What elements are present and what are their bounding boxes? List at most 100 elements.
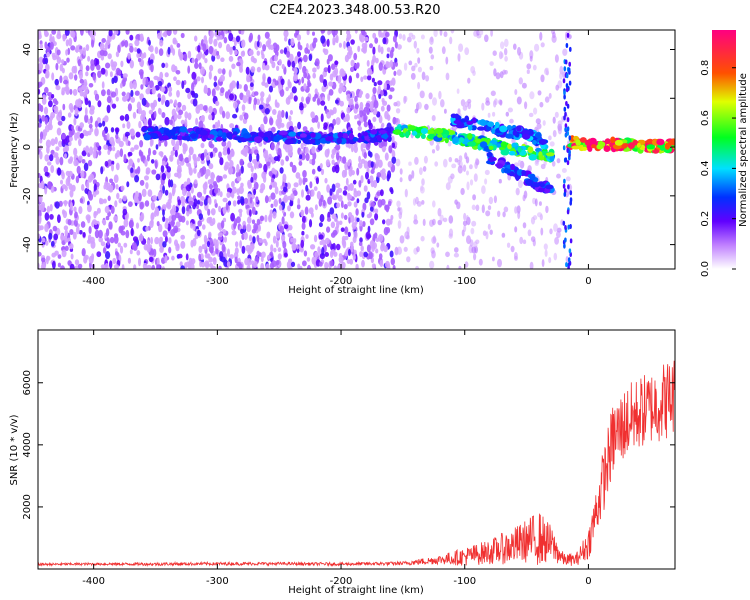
heatmap-cell xyxy=(312,31,315,36)
heatmap-cell xyxy=(78,230,83,235)
heatmap-cell xyxy=(222,110,226,119)
heatmap-cell xyxy=(429,260,435,269)
heatmap-cell xyxy=(44,116,48,125)
heatmap-cell xyxy=(49,204,53,212)
heatmap-cell xyxy=(256,66,261,73)
heatmap-cell xyxy=(87,200,90,206)
heatmap-cell xyxy=(270,244,274,253)
heatmap-cell xyxy=(534,43,540,52)
heatmap-cell xyxy=(475,204,480,212)
heatmap-cell xyxy=(462,220,468,226)
heatmap-cell xyxy=(360,76,364,83)
heatmap-cell xyxy=(380,243,385,252)
heatmap-cell xyxy=(532,64,537,71)
heatmap-cell xyxy=(340,227,345,232)
heatmap-cell xyxy=(287,232,293,238)
heatmap-cell xyxy=(87,204,92,213)
heatmap-cell xyxy=(94,229,100,239)
heatmap-cell xyxy=(118,140,124,148)
heatmap-cell xyxy=(51,52,56,58)
heatmap-cell xyxy=(389,250,394,258)
heatmap-cell xyxy=(286,50,291,58)
heatmap-cell xyxy=(335,152,340,161)
heatmap-cell xyxy=(279,84,283,91)
heatmap-cell xyxy=(239,240,243,249)
heatmap-cell xyxy=(61,133,66,140)
heatmap-cell xyxy=(431,236,437,244)
heatmap-cell xyxy=(277,247,282,253)
heatmap-cell xyxy=(127,103,132,112)
heatmap-cell xyxy=(331,213,337,220)
heatmap-cell xyxy=(145,88,151,95)
heatmap-cell xyxy=(164,235,168,243)
y-tick-label: 0 xyxy=(22,144,33,150)
heatmap-cell xyxy=(238,84,242,89)
heatmap-cell xyxy=(38,251,42,257)
heatmap-cell xyxy=(621,143,630,148)
heatmap-cell xyxy=(543,243,548,250)
heatmap-cell xyxy=(493,195,497,204)
heatmap-cell xyxy=(355,208,359,216)
heatmap-cell xyxy=(81,84,86,90)
heatmap-cell xyxy=(175,79,181,86)
heatmap-cell xyxy=(304,146,309,155)
heatmap-cell xyxy=(94,120,99,128)
heatmap-cell xyxy=(242,50,245,56)
heatmap-cell xyxy=(322,199,326,207)
heatmap-cell xyxy=(247,181,252,189)
heatmap-cell xyxy=(415,265,419,269)
heatmap-cell xyxy=(208,71,212,80)
heatmap-cell xyxy=(464,47,470,56)
heatmap-cell xyxy=(57,120,63,126)
heatmap-cell xyxy=(162,32,168,37)
heatmap-cell xyxy=(38,195,43,203)
heatmap-cell xyxy=(238,208,243,214)
heatmap-cell xyxy=(249,32,254,42)
heatmap-cell xyxy=(79,122,84,129)
heatmap-cell xyxy=(80,30,84,36)
heatmap-cell xyxy=(220,57,225,62)
heatmap-cell xyxy=(146,239,151,246)
heatmap-cell xyxy=(82,232,86,238)
heatmap-cell xyxy=(57,262,62,268)
heatmap-cell xyxy=(123,242,128,248)
heatmap-cell xyxy=(352,253,356,261)
heatmap-cell xyxy=(370,161,374,168)
heatmap-cell xyxy=(417,66,422,73)
heatmap-cell xyxy=(235,35,241,42)
heatmap-cell xyxy=(487,205,492,211)
heatmap-cell xyxy=(189,133,197,138)
heatmap-cell xyxy=(527,229,532,237)
heatmap-cell xyxy=(410,72,416,80)
heatmap-cell xyxy=(166,166,171,173)
heatmap-cell xyxy=(149,220,154,228)
heatmap-cell xyxy=(323,67,329,73)
heatmap-cell xyxy=(439,214,444,222)
heatmap-cell xyxy=(128,219,134,229)
heatmap-cell xyxy=(39,43,43,49)
heatmap-cell xyxy=(204,261,210,269)
heatmap-cell xyxy=(251,206,256,215)
heatmap-cell xyxy=(146,154,150,162)
heatmap-cell xyxy=(501,232,506,238)
heatmap-cell xyxy=(184,111,189,119)
heatmap-cell xyxy=(340,212,344,219)
heatmap-cell xyxy=(464,115,470,123)
heatmap-cell xyxy=(290,38,295,47)
heatmap-cell xyxy=(471,204,476,211)
heatmap-cell xyxy=(46,145,50,154)
heatmap-cell xyxy=(293,67,298,75)
heatmap-cell xyxy=(567,265,570,269)
heatmap-cell xyxy=(545,184,554,190)
heatmap-cell xyxy=(354,115,358,120)
heatmap-cell xyxy=(454,158,459,163)
heatmap-cell xyxy=(282,240,287,249)
heatmap-cell xyxy=(289,161,294,168)
heatmap-cell xyxy=(538,201,542,206)
heatmap-cell xyxy=(237,199,241,205)
heatmap-cell xyxy=(288,115,292,122)
heatmap-cell xyxy=(113,233,119,238)
heatmap-cell xyxy=(258,163,263,169)
heatmap-cell xyxy=(187,112,192,121)
heatmap-cell xyxy=(405,131,410,139)
